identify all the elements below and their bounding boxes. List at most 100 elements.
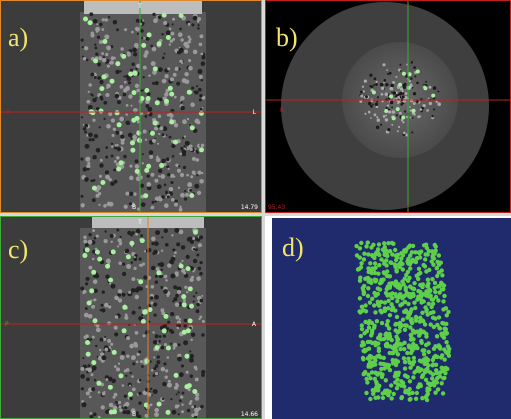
- texture: [416, 82, 419, 85]
- particle: [370, 370, 374, 374]
- particle: [403, 389, 407, 393]
- texture: [197, 24, 199, 26]
- texture: [198, 318, 200, 320]
- texture: [132, 362, 135, 365]
- particle: [359, 309, 363, 313]
- particle: [433, 243, 437, 247]
- texture: [110, 234, 114, 238]
- texture: [197, 27, 200, 30]
- texture: [150, 296, 153, 299]
- particle: [440, 353, 444, 357]
- texture: [92, 119, 95, 122]
- particle: [417, 383, 421, 387]
- particle: [371, 243, 375, 247]
- splitter[interactable]: [0, 213, 511, 216]
- particle: [437, 253, 441, 257]
- texture: [90, 179, 93, 182]
- texture: [117, 100, 121, 104]
- particle: [391, 351, 395, 355]
- texture: [184, 286, 187, 289]
- texture: [369, 85, 371, 87]
- texture: [183, 166, 186, 169]
- particle: [162, 328, 167, 333]
- particle: [419, 339, 423, 343]
- texture: [92, 94, 94, 96]
- particle: [411, 375, 415, 379]
- texture: [136, 361, 139, 364]
- splitter[interactable]: [262, 0, 265, 419]
- texture: [109, 283, 111, 285]
- texture: [166, 157, 170, 161]
- texture: [138, 401, 141, 404]
- texture: [107, 321, 111, 325]
- texture: [107, 65, 110, 68]
- texture: [88, 233, 91, 236]
- particle: [404, 374, 408, 378]
- texture: [164, 203, 169, 208]
- particle: [387, 332, 391, 336]
- figure: a) T B R L 14.79 b) S I R 95.43 c) T B P…: [0, 0, 511, 419]
- texture: [185, 193, 189, 197]
- texture: [89, 138, 92, 141]
- particle: [389, 95, 393, 99]
- texture: [154, 408, 159, 413]
- particle: [424, 343, 428, 347]
- texture: [87, 162, 90, 165]
- texture: [185, 141, 190, 146]
- particle: [445, 313, 449, 317]
- particle: [431, 94, 435, 98]
- particle: [370, 254, 374, 258]
- texture: [94, 237, 97, 240]
- texture: [196, 254, 199, 257]
- particle: [145, 359, 150, 364]
- texture: [111, 241, 113, 243]
- texture: [164, 343, 167, 346]
- texture: [181, 62, 183, 64]
- texture: [184, 197, 187, 200]
- texture: [143, 66, 147, 70]
- particle: [407, 245, 411, 249]
- particle: [441, 287, 445, 291]
- texture: [105, 146, 108, 149]
- texture: [398, 126, 400, 128]
- texture: [93, 19, 98, 24]
- texture: [191, 276, 194, 279]
- particle: [108, 385, 113, 390]
- particle: [432, 347, 436, 351]
- texture: [164, 92, 168, 96]
- texture: [139, 264, 141, 266]
- texture: [158, 114, 162, 118]
- texture: [170, 398, 172, 400]
- particle: [396, 352, 400, 356]
- texture: [119, 408, 123, 412]
- particle: [363, 320, 367, 324]
- particle: [403, 250, 407, 254]
- texture: [193, 16, 198, 21]
- texture: [152, 82, 155, 85]
- texture: [168, 168, 170, 170]
- texture: [149, 155, 153, 159]
- texture: [118, 401, 121, 404]
- texture: [97, 63, 101, 67]
- particle: [409, 307, 413, 311]
- texture: [163, 289, 168, 294]
- texture: [155, 81, 159, 85]
- particle: [359, 241, 363, 245]
- texture: [141, 314, 143, 316]
- particle: [404, 273, 408, 277]
- texture: [140, 234, 143, 237]
- particle: [398, 303, 402, 307]
- texture: [160, 174, 165, 179]
- texture: [129, 176, 133, 180]
- texture: [413, 102, 415, 104]
- texture: [200, 53, 203, 56]
- particle: [393, 248, 397, 252]
- particle: [393, 344, 397, 348]
- texture: [175, 294, 179, 298]
- particle: [189, 193, 194, 198]
- sample-cap: [84, 0, 202, 14]
- particle: [146, 96, 151, 101]
- texture: [116, 131, 120, 135]
- texture: [397, 102, 399, 104]
- texture: [197, 20, 199, 22]
